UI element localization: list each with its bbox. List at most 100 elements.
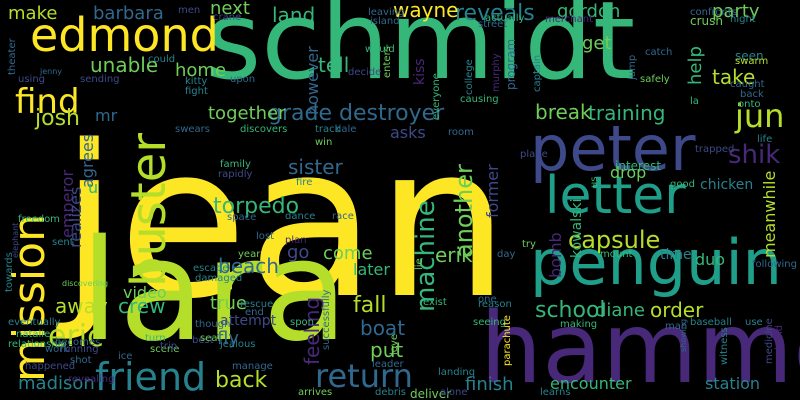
word-bomb: bomb bbox=[546, 232, 565, 278]
word-reveals: reveals bbox=[455, 1, 535, 26]
word-seen: seen bbox=[735, 49, 764, 63]
word-diane: diane bbox=[595, 300, 645, 321]
word-jenny: jenny bbox=[40, 67, 63, 76]
word-freedom: freedom bbox=[18, 214, 60, 225]
word-best: best bbox=[192, 335, 214, 346]
word-end: end bbox=[245, 307, 264, 318]
word-asks: asks bbox=[390, 123, 426, 142]
word-family: family bbox=[220, 159, 251, 170]
word-next: next bbox=[210, 0, 250, 19]
word-learns: learns bbox=[540, 387, 571, 398]
word-return: return bbox=[315, 357, 413, 395]
word-plan: plan bbox=[285, 235, 307, 246]
word-former: former bbox=[483, 164, 502, 218]
word-decide: decide bbox=[348, 67, 382, 78]
word-murphy: murphy bbox=[491, 53, 502, 92]
word-discovers: discovers bbox=[240, 124, 288, 135]
word-following: following bbox=[752, 259, 797, 270]
word-friend: friend bbox=[95, 355, 207, 399]
word-sent: sent bbox=[52, 237, 74, 248]
word-everyone: everyone bbox=[431, 73, 442, 120]
word-college: college bbox=[464, 59, 475, 95]
word-party: party bbox=[712, 1, 760, 22]
word-school: school bbox=[535, 298, 606, 323]
word-natalie: natalie bbox=[16, 329, 51, 340]
word-fly: fly bbox=[217, 328, 239, 349]
word-manage: manage bbox=[232, 361, 273, 372]
word-towards: towards bbox=[4, 252, 15, 292]
word-meanwhile: meanwhile bbox=[760, 170, 779, 258]
word-swarm: swarm bbox=[735, 56, 769, 67]
word-interest: interest bbox=[615, 159, 662, 173]
word-however: however bbox=[303, 46, 322, 115]
word-go: go bbox=[287, 242, 310, 263]
word-trapped: trapped bbox=[695, 144, 735, 155]
word-using: using bbox=[18, 74, 46, 85]
word-jump: jump bbox=[627, 54, 638, 80]
word-leaving: leaving bbox=[368, 7, 405, 18]
word-edmond: edmond bbox=[30, 8, 219, 62]
word-year: year bbox=[238, 249, 261, 260]
word-hand: hand bbox=[774, 324, 785, 350]
word-grade-destroyer: grade destroyer bbox=[268, 101, 445, 126]
word-enters: enters bbox=[382, 46, 393, 78]
word-shot: shot bbox=[70, 355, 92, 366]
word-erik: erik bbox=[435, 243, 473, 267]
word-spon: spon bbox=[290, 317, 315, 328]
word-la: la bbox=[690, 96, 699, 107]
word-making: making bbox=[560, 319, 598, 330]
word-successfully: successfully bbox=[321, 289, 332, 350]
word-boat: boat bbox=[360, 316, 406, 340]
word-take: take bbox=[712, 65, 756, 89]
word-put: put bbox=[370, 338, 404, 362]
word-jean: jean bbox=[60, 100, 510, 345]
word-space: space bbox=[227, 212, 257, 223]
word-encounter: encounter bbox=[550, 374, 632, 393]
word-baseball: baseball bbox=[690, 317, 732, 328]
word-sending: sending bbox=[80, 74, 120, 85]
word-trip: trip bbox=[160, 341, 178, 352]
word-wayne: wayne bbox=[393, 0, 459, 22]
word-becomes: becomes bbox=[55, 337, 101, 348]
word-get: get bbox=[582, 33, 612, 54]
word-true: true bbox=[210, 293, 247, 314]
word-lara: lara bbox=[80, 210, 349, 373]
word-love: love bbox=[389, 334, 400, 355]
word-would: would bbox=[365, 44, 395, 55]
word-josh: josh bbox=[35, 106, 80, 131]
word-captain: captain bbox=[532, 54, 543, 92]
word-jealous: jealous bbox=[220, 339, 256, 350]
word-good: good bbox=[670, 179, 695, 190]
word-track: track bbox=[315, 124, 341, 135]
word-away: away bbox=[55, 294, 108, 318]
word-duo: duo bbox=[695, 250, 726, 269]
word-u: u bbox=[88, 178, 99, 197]
word-station: station bbox=[705, 374, 761, 393]
word-capsule: capsule bbox=[568, 226, 661, 254]
word-man: man bbox=[665, 321, 688, 332]
word-reason: reason bbox=[478, 299, 512, 310]
word-come: come bbox=[323, 243, 373, 264]
word-time: time bbox=[660, 247, 692, 263]
word-damaged: damaged bbox=[195, 273, 243, 284]
word-find: find bbox=[15, 82, 80, 122]
word-confronts: confronts bbox=[690, 7, 737, 18]
word-gordon: gordon bbox=[557, 1, 621, 22]
word-men: men bbox=[178, 5, 201, 16]
word-back: back bbox=[740, 89, 764, 100]
word-home: home bbox=[175, 60, 227, 81]
word-schmidt: schmidt bbox=[205, 0, 636, 104]
word-theater: theater bbox=[7, 38, 18, 75]
word-landing: landing bbox=[438, 367, 476, 378]
word-kowalski: kowalski bbox=[569, 198, 585, 258]
word-jun: jun bbox=[735, 97, 785, 135]
word-actually: actually bbox=[485, 13, 525, 24]
word-penguin: penguin bbox=[530, 226, 782, 299]
word-day: day bbox=[497, 249, 516, 260]
word-alone: alone bbox=[440, 387, 468, 398]
word-lost: lost bbox=[256, 231, 275, 242]
word-fire: fire bbox=[296, 177, 313, 188]
word-arrives: arrives bbox=[298, 387, 333, 398]
word-caught: caught bbox=[730, 79, 765, 90]
